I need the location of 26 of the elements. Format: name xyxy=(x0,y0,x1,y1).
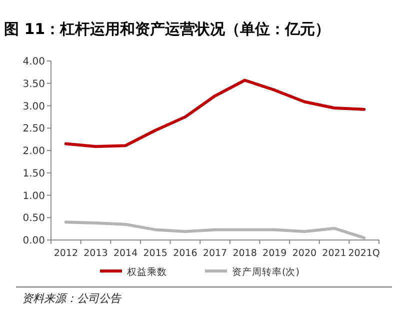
y-tick-label: 3.00 xyxy=(22,101,45,112)
legend-label: 权益乘数 xyxy=(126,266,167,278)
x-tick-label: 2021 xyxy=(322,248,346,259)
y-tick-label: 2.50 xyxy=(22,124,45,135)
x-tick-label: 2015 xyxy=(143,248,168,259)
x-tick-label: 2021Q xyxy=(348,248,380,259)
line-series xyxy=(64,78,366,148)
line-series xyxy=(64,220,366,240)
legend-label: 资产周转率(次) xyxy=(232,266,300,278)
text: 资料来源：公司公告 xyxy=(22,292,122,305)
x-tick-label: 2020 xyxy=(292,248,317,259)
x-tick-label: 2012 xyxy=(54,248,78,259)
y-tick-label: 1.00 xyxy=(22,190,45,202)
y-tick-label: 2.00 xyxy=(22,146,45,157)
y-tick-label: 0.00 xyxy=(22,236,45,246)
chart-title: 图 11：杠杆运用和资产运营状况（单位：亿元） xyxy=(4,20,330,38)
x-tick-label: 2013 xyxy=(84,248,108,259)
y-tick-label: 0.50 xyxy=(22,213,45,224)
x-tick-label: 2017 xyxy=(202,248,228,259)
x-tick-label: 2018 xyxy=(232,248,257,259)
y-tick-label: 4.00 xyxy=(22,56,45,68)
x-tick-label: 2014 xyxy=(113,248,138,259)
y-tick-label: 3.50 xyxy=(22,78,45,90)
x-tick-label: 2019 xyxy=(262,248,287,259)
y-tick-label: 1.50 xyxy=(22,168,45,180)
x-tick-label: 2016 xyxy=(173,248,198,259)
